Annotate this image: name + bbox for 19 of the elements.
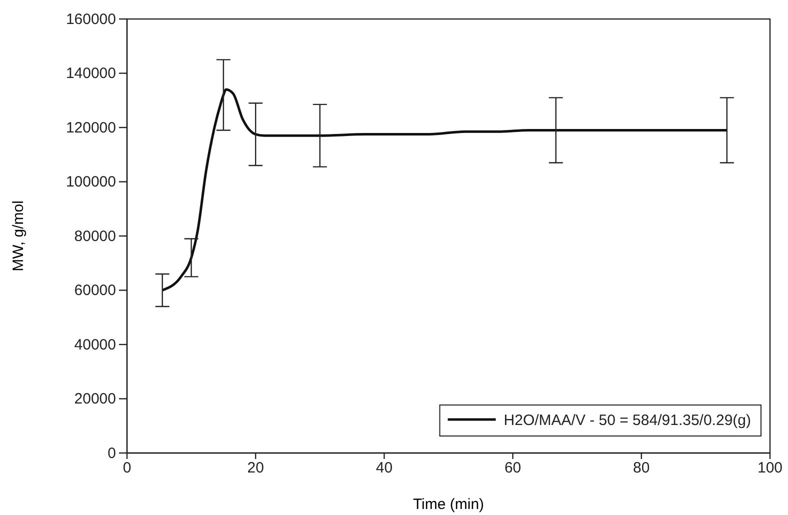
x-axis-title: Time (min)	[412, 496, 484, 513]
x-tick-label: 0	[122, 460, 132, 477]
x-tick-label: 100	[757, 460, 783, 477]
y-tick-label: 60000	[74, 282, 116, 300]
x-tick-label: 60	[504, 460, 522, 477]
x-tick-label: 20	[247, 460, 264, 477]
y-tick-label: 20000	[74, 390, 116, 408]
x-tick-label: 40	[376, 460, 393, 477]
y-tick-label: 140000	[66, 65, 116, 82]
y-tick-label: 120000	[66, 119, 116, 136]
y-tick-label: 100000	[66, 174, 116, 191]
y-tick-label: 40000	[74, 336, 116, 354]
x-tick-label: 80	[633, 460, 650, 477]
y-tick-label: 80000	[74, 228, 116, 245]
y-axis-title: MW, g/mol	[10, 200, 27, 272]
y-tick-label: 0	[108, 444, 116, 462]
y-tick-label: 160000	[66, 10, 116, 28]
line-series	[161, 88, 728, 292]
legend-label: H2O/MAA/V - 50 = 584/91.35/0.29(g)	[504, 412, 751, 429]
